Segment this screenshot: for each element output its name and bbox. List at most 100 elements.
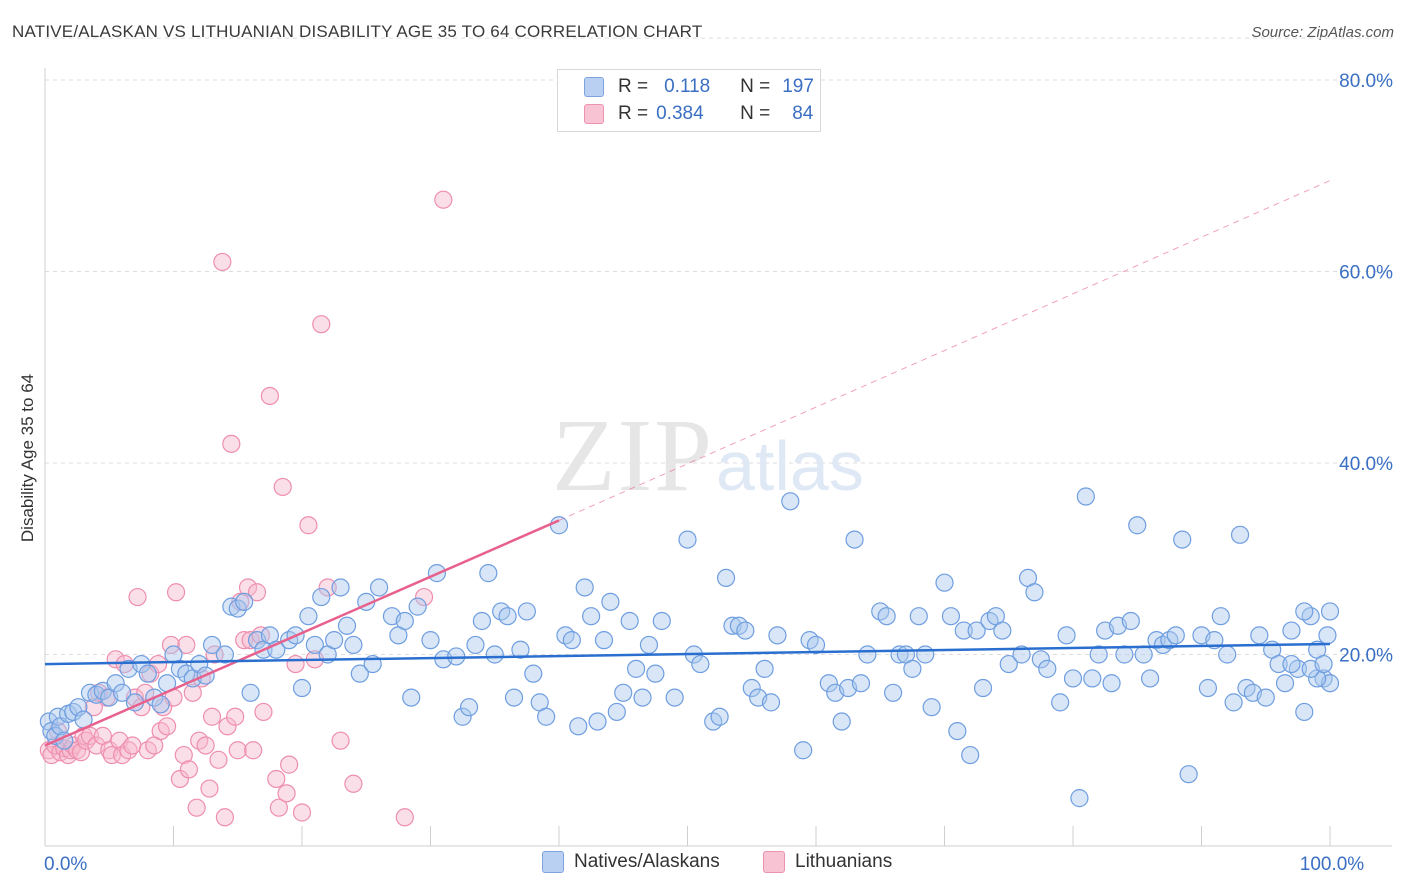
lithuanians-point <box>434 190 453 209</box>
lithuanians-point <box>213 252 232 272</box>
natives-alaskans-point <box>1269 654 1288 674</box>
natives-alaskans-point <box>228 599 247 618</box>
natives-alaskans-point <box>999 654 1018 674</box>
natives-alaskans-point <box>459 698 479 717</box>
natives-alaskans-point <box>781 492 800 511</box>
natives-alaskans-point <box>1318 626 1337 645</box>
natives-alaskans-point <box>1173 530 1192 549</box>
lithuanians-point <box>247 583 267 602</box>
lithuanians-point <box>344 774 363 793</box>
y-tick-label-2: 60.0% <box>1339 263 1393 284</box>
natives-alaskans-point <box>967 621 986 640</box>
series-legend-natives[interactable]: Natives/Alaskans <box>542 851 720 873</box>
natives-alaskans-point <box>235 592 254 611</box>
legend-r-value-natives: 0.118 <box>664 76 711 97</box>
natives-alaskans-point <box>768 626 787 645</box>
natives-alaskans-point <box>710 707 729 726</box>
natives-alaskans-point <box>794 741 813 760</box>
natives-alaskans-point <box>1224 693 1243 712</box>
lithuanians-point <box>218 717 237 736</box>
natives-alaskans-point <box>190 654 209 674</box>
natives-alaskans-point <box>761 693 781 712</box>
natives-alaskans-point <box>601 592 620 611</box>
natives-alaskans-point <box>202 635 222 655</box>
lithuanians-point <box>414 587 434 607</box>
lithuanians-point <box>80 726 100 745</box>
legend-n-label: N = <box>740 76 771 97</box>
natives-alaskans-point <box>138 664 157 683</box>
natives-alaskans-point <box>652 611 671 631</box>
natives-alaskans-point <box>1198 678 1218 698</box>
natives-alaskans-point <box>479 564 498 583</box>
natives-alaskans-point <box>453 707 472 726</box>
natives-alaskans-point <box>614 683 633 702</box>
source-label: Source: ZipAtlas.com <box>1251 24 1394 41</box>
natives-alaskans-point <box>1057 626 1076 645</box>
natives-alaskans-point <box>1140 669 1160 688</box>
legend-n-label: N = <box>740 103 771 124</box>
lithuanians-points <box>39 190 453 827</box>
lithuanians-point <box>280 755 299 774</box>
natives-alaskans-point <box>819 674 838 693</box>
lithuanians-point <box>277 784 296 803</box>
series-swatch-blue <box>542 851 564 873</box>
natives-alaskans-point <box>132 654 151 674</box>
lithuanians-point <box>123 736 142 755</box>
watermark-zip: ZIP <box>552 398 714 513</box>
series-name-natives: Natives/Alaskans <box>574 851 720 872</box>
lithuanians-point <box>254 702 273 722</box>
natives-alaskans-point <box>1089 645 1108 664</box>
natives-alaskans-point <box>941 607 961 626</box>
lithuanians-point <box>238 578 258 597</box>
natives-alaskans-point <box>562 631 581 650</box>
natives-alaskans-point <box>1282 654 1301 674</box>
natives-alaskans-point <box>537 707 556 726</box>
natives-alaskans-point <box>716 568 736 588</box>
natives-alaskans-point <box>395 611 414 631</box>
natives-alaskans-point <box>344 635 363 655</box>
correlation-legend: R = 0.118 N = 197 R = 0.384 N = 84 <box>557 69 821 132</box>
natives-alaskans-point <box>511 640 530 659</box>
natives-alaskans-point <box>241 683 260 702</box>
natives-alaskans-point <box>485 645 504 664</box>
natives-alaskans-point <box>665 688 684 707</box>
natives-alaskans-point <box>1128 516 1147 535</box>
lithuanians-point <box>187 798 206 817</box>
lithuanians-point <box>215 808 234 827</box>
natives-alaskans-point <box>993 621 1012 640</box>
series-swatch-pink <box>763 851 785 873</box>
natives-alaskans-point <box>961 745 980 765</box>
natives-alaskans-point <box>498 607 517 626</box>
natives-alaskans-point <box>948 721 967 741</box>
natives-alaskans-point <box>331 578 350 597</box>
natives-alaskans-point <box>350 664 369 683</box>
series-legend-lithuanians[interactable]: Lithuanians <box>763 851 892 873</box>
natives-alaskans-point <box>1012 645 1031 664</box>
legend-n-value-lithuanians: 84 <box>792 103 814 124</box>
natives-alaskans-point <box>877 607 896 626</box>
lithuanians-point <box>273 477 292 497</box>
lithuanians-point <box>235 631 254 650</box>
natives-alaskans-point <box>1038 659 1057 678</box>
natives-alaskans-point <box>909 607 928 626</box>
natives-alaskans-point <box>851 674 871 693</box>
natives-alaskans-point <box>1256 688 1275 707</box>
natives-alaskans-point <box>575 578 594 597</box>
natives-alaskans-point <box>1295 602 1314 621</box>
natives-alaskans-point <box>582 607 601 626</box>
natives-alaskans-point <box>1115 645 1134 664</box>
natives-alaskans-point <box>299 607 318 626</box>
lithuanians-point <box>177 635 196 655</box>
natives-alaskans-trend-line <box>44 642 1331 666</box>
natives-alaskans-point <box>832 712 851 731</box>
natives-alaskans-point <box>325 631 344 650</box>
lithuanians-point <box>299 516 318 535</box>
y-tick-label-1: 40.0% <box>1339 454 1393 475</box>
natives-alaskans-point <box>402 688 421 707</box>
natives-alaskans-point <box>922 698 941 717</box>
natives-alaskans-point <box>633 688 652 707</box>
lithuanians-point <box>202 707 222 726</box>
lithuanians-point <box>244 741 263 760</box>
natives-alaskans-point <box>504 688 524 707</box>
